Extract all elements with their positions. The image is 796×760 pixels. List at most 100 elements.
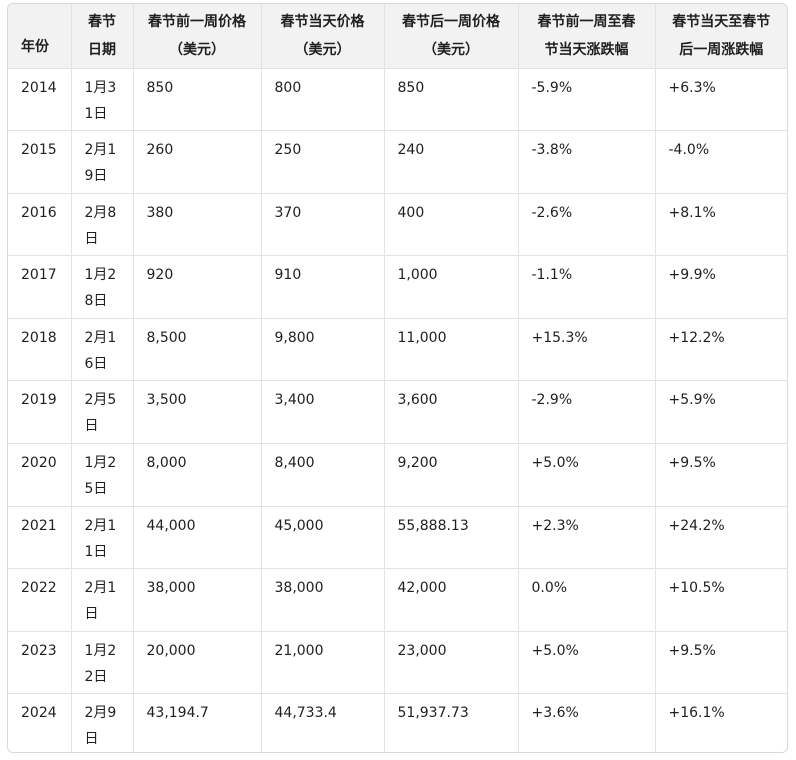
- cell-year: 2017: [8, 255, 72, 319]
- cell-change-before: -1.1%: [518, 255, 656, 319]
- header-change-before-to-day: 春节前一周至春节当天涨跌幅: [518, 4, 656, 69]
- cell-price-after: 3,600: [384, 380, 519, 445]
- cell-date: 2月1日: [71, 568, 134, 632]
- cell-price-day: 38,000: [261, 568, 385, 632]
- cell-year: 2015: [8, 130, 72, 194]
- cell-price-day: 8,400: [261, 443, 385, 507]
- cell-price-before: 260: [133, 130, 262, 194]
- cell-change-after: +16.1%: [668, 705, 725, 722]
- table-row: 2019 2月5日 3,500 3,400 3,600 -2.9% +5.9%: [8, 380, 787, 445]
- cell-date: 1月25日: [71, 443, 134, 507]
- cell-date: 1月22日: [71, 631, 134, 695]
- header-change-day-to-after: 春节当天至春节后一周涨跌幅: [655, 4, 787, 69]
- cell-change-before: +3.6%: [518, 693, 656, 752]
- cell-change-before: +5.0%: [518, 443, 656, 507]
- cell-price-before: 8,500: [133, 318, 262, 382]
- cell-year: 2018: [8, 318, 72, 382]
- price-table: 年份 春节日期 春节前一周价格（美元） 春节当天价格（美元） 春节后一周价格（美…: [8, 4, 787, 752]
- cell-price-day: 250: [261, 130, 385, 194]
- cell-date: 1月28日: [71, 255, 134, 319]
- cell-price-day: 21,000: [261, 631, 385, 695]
- cell-change-before: +5.0%: [518, 631, 656, 695]
- cell-change-before: -3.8%: [518, 130, 656, 194]
- cell-change-after: +6.3%: [655, 68, 787, 132]
- cell-year: 2021: [8, 506, 72, 570]
- cell-date: 2月9日: [71, 693, 134, 752]
- header-row: 年份 春节日期 春节前一周价格（美元） 春节当天价格（美元） 春节后一周价格（美…: [8, 4, 787, 69]
- table-row: 2021 2月11日 44,000 45,000 55,888.13 +2.3% +24.2…: [8, 506, 787, 570]
- cell-change-before: -5.9%: [518, 68, 656, 132]
- cell-price-after: 1,000: [384, 255, 519, 319]
- header-price-festival-day: 春节当天价格（美元）: [261, 4, 385, 69]
- cell-change-before: -2.9%: [518, 380, 656, 445]
- cell-price-after: 11,000: [384, 318, 519, 382]
- cell-year: 2014: [8, 68, 72, 132]
- cell-year: 2022: [8, 568, 72, 632]
- cell-change-after: +12.2%: [655, 318, 787, 382]
- cell-change-before: 0.0%: [518, 568, 656, 632]
- table-row: 2017 1月28日 920 910 1,000 -1.1% +9.9%: [8, 255, 787, 319]
- table-row: 2015 2月19日 260 250 240 -3.8% -4.0%: [8, 130, 787, 194]
- cell-price-before: 43,194.7: [133, 693, 262, 752]
- cell-price-day: 44,733.4: [261, 693, 385, 752]
- cell-date: 2月16日: [71, 318, 134, 382]
- price-table-container: 年份 春节日期 春节前一周价格（美元） 春节当天价格（美元） 春节后一周价格（美…: [7, 3, 788, 753]
- cell-price-after: 9,200: [384, 443, 519, 507]
- cell-price-before: 920: [133, 255, 262, 319]
- cell-change-after: +9.5%: [655, 443, 787, 507]
- cell-date: 1月31日: [71, 68, 134, 132]
- table-row: 2016 2月8日 380 370 400 -2.6% +8.1%: [8, 193, 787, 257]
- header-price-week-before: 春节前一周价格（美元）: [133, 4, 262, 69]
- header-spring-festival-date: 春节日期: [71, 4, 134, 69]
- cell-change-after: +8.1%: [655, 193, 787, 257]
- cell-year: 2016: [8, 193, 72, 257]
- table-row: 2023 1月22日 20,000 21,000 23,000 +5.0% +9.5%: [8, 631, 787, 695]
- table-row: 2014 1月31日 850 800 850 -5.9% +6.3%: [8, 68, 787, 132]
- cell-price-after: 23,000: [384, 631, 519, 695]
- cell-price-before: 20,000: [133, 631, 262, 695]
- table-row: 2022 2月1日 38,000 38,000 42,000 0.0% +10.5%: [8, 568, 787, 632]
- cell-price-after: 850: [384, 68, 519, 132]
- cell-change-after: +10.5%: [655, 568, 787, 632]
- cell-price-day: 45,000: [261, 506, 385, 570]
- cell-change-after: +24.2%: [655, 506, 787, 570]
- cell-year: 2020: [8, 443, 72, 507]
- cell-price-day: 370: [261, 193, 385, 257]
- table-row: 2018 2月16日 8,500 9,800 11,000 +15.3% +12.2%: [8, 318, 787, 382]
- cell-price-before: 38,000: [133, 568, 262, 632]
- cell-year: 2023: [8, 631, 72, 695]
- cell-price-day: 910: [261, 255, 385, 319]
- cell-price-before: 3,500: [133, 380, 262, 445]
- cell-price-after: 240: [384, 130, 519, 194]
- cell-price-after: 400: [384, 193, 519, 257]
- cell-change-after: -4.0%: [655, 130, 787, 194]
- cell-price-before: 380: [133, 193, 262, 257]
- cell-change-before: -2.6%: [518, 193, 656, 257]
- cell-price-before: 8,000: [133, 443, 262, 507]
- cell-price-before: 44,000: [133, 506, 262, 570]
- header-price-week-after: 春节后一周价格（美元）: [384, 4, 519, 69]
- cell-price-day: 800: [261, 68, 385, 132]
- cell-date: 2月5日: [71, 380, 134, 445]
- table-header: 年份 春节日期 春节前一周价格（美元） 春节当天价格（美元） 春节后一周价格（美…: [8, 4, 787, 69]
- cell-date: 2月19日: [71, 130, 134, 194]
- cell-change-before: +2.3%: [518, 506, 656, 570]
- table-row: 2020 1月25日 8,000 8,400 9,200 +5.0% +9.5%: [8, 443, 787, 507]
- cell-price-day: 3,400: [261, 380, 385, 445]
- header-year: 年份: [8, 4, 72, 69]
- cell-price-after: 42,000: [384, 568, 519, 632]
- cell-change-after: +9.9%: [655, 255, 787, 319]
- cell-price-before: 850: [133, 68, 262, 132]
- cell-change-after: +5.9%: [655, 380, 787, 445]
- cell-price-after: 55,888.13: [384, 506, 519, 570]
- cell-price-after: 51,937.73: [384, 693, 519, 752]
- cell-price-day: 9,800: [261, 318, 385, 382]
- cell-change-before: +15.3%: [518, 318, 656, 382]
- table-body: 2014 1月31日 850 800 850 -5.9% +6.3% 2015 2月19日 260…: [8, 68, 787, 752]
- cell-date: 2月11日: [71, 506, 134, 570]
- cell-year: 2024: [8, 693, 72, 752]
- cell-change-after: +9.5%: [655, 631, 787, 695]
- cell-year: 2019: [8, 380, 72, 445]
- table-row: 2024 2月9日 43,194.7 44,733.4 51,937.73 +3.6% +1…: [8, 693, 787, 752]
- cell-date: 2月8日: [71, 193, 134, 257]
